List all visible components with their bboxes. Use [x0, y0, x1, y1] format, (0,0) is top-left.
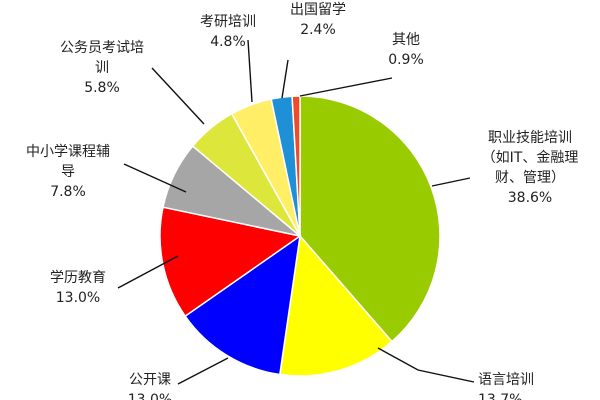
leader-line-2: [177, 357, 229, 385]
slice-name-line-3-0: 学历教育: [50, 270, 106, 286]
slice-value-8: 0.9%: [388, 52, 424, 68]
slice-name-line-2-0: 公开课: [129, 372, 171, 388]
leader-line-3: [117, 255, 179, 289]
slice-label-6: 考研培训 4.8%: [200, 14, 256, 50]
slice-value-5: 5.8%: [84, 80, 120, 96]
slice-name-line-1-0: 语言培训: [478, 372, 534, 388]
slice-label-1: 语言培训 13.7%: [478, 372, 534, 400]
slice-value-7: 2.4%: [300, 22, 336, 38]
slice-value-4: 7.8%: [50, 184, 86, 200]
slice-name-line-6-0: 考研培训: [200, 14, 256, 30]
slice-label-0: 职业技能培训 （如IT、金融理财、管理） 38.6%: [482, 130, 579, 206]
slice-name-line-0-0: 职业技能培训: [488, 130, 572, 146]
slice-label-4: 中小学课程辅导 7.8%: [26, 144, 110, 200]
leader-line-5: [151, 67, 205, 125]
leader-line-1: [377, 347, 475, 383]
pie-slice-8: [291, 95, 301, 237]
slice-name-line-0-1: （如IT、金融理: [482, 150, 579, 166]
slice-label-5: 公务员考试培训 5.8%: [60, 40, 144, 96]
slice-value-1: 13.7%: [478, 392, 522, 400]
slice-label-2: 公开课 13.0%: [128, 372, 172, 400]
slice-label-8: 其他 0.9%: [388, 32, 424, 68]
slice-name-line-4-1: 导: [61, 164, 75, 180]
slice-value-0: 38.6%: [508, 190, 552, 206]
slice-name-line-5-0: 公务员考试培: [60, 40, 144, 56]
slice-label-3: 学历教育 13.0%: [50, 270, 106, 306]
leader-line-6: [247, 39, 253, 103]
pie-slice-1: [278, 234, 393, 377]
leader-line-8: [299, 77, 393, 97]
pie-slice-2: [184, 234, 301, 376]
slice-name-line-8-0: 其他: [392, 32, 420, 48]
slice-value-2: 13.0%: [128, 392, 172, 400]
slice-name-line-4-0: 中小学课程辅: [26, 144, 110, 160]
slice-name-line-5-1: 训: [95, 60, 109, 76]
slice-value-3: 13.0%: [56, 290, 100, 306]
leader-line-7: [281, 59, 289, 99]
pie-slice-0: [299, 95, 441, 343]
slice-name-line-7-0: 出国留学: [290, 2, 346, 18]
leader-line-4: [123, 163, 187, 193]
slice-label-7: 出国留学 2.4%: [290, 2, 346, 38]
slice-name-line-0-2: 财、管理）: [495, 170, 565, 186]
leader-line-0: [431, 177, 471, 187]
slice-value-6: 4.8%: [210, 34, 246, 50]
